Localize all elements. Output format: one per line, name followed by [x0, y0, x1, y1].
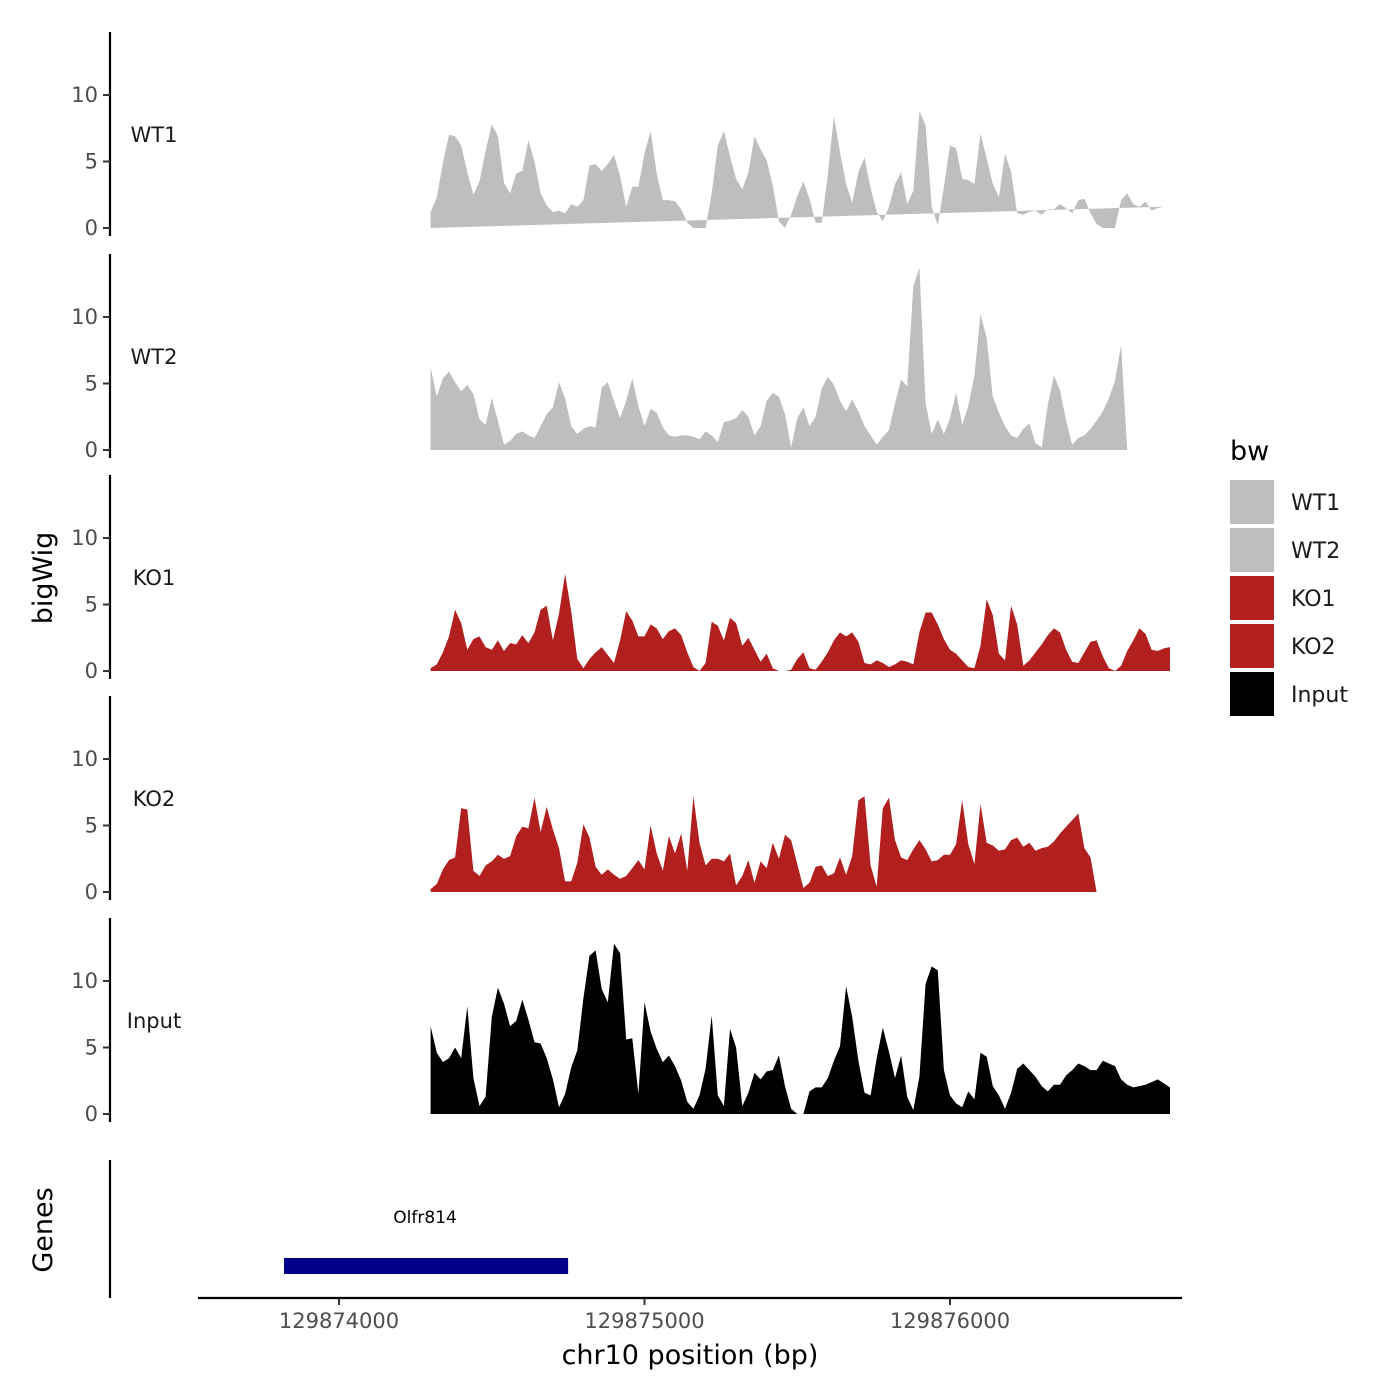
signal-area-wt2 [430, 267, 1171, 450]
track-name-label: Input [127, 1009, 181, 1033]
track-name-label: KO1 [133, 566, 176, 590]
signal-area-ko2 [430, 796, 1171, 892]
y-tick-label: 10 [71, 747, 98, 771]
y-tick-label: 10 [71, 526, 98, 550]
legend-swatch-input [1230, 672, 1274, 716]
y-tick-label: 5 [85, 593, 98, 617]
x-axis: 129874000 129875000 129876000 [198, 1296, 1182, 1333]
y-tick-label: 0 [85, 216, 98, 240]
track-panels: 0 5 10 WT1 0 5 10 WT2 0 5 10 KO1 0 5 10 KO2 0 5 10 Input [71, 32, 1171, 1126]
legend-label-input: Input [1291, 683, 1348, 708]
track-input: 0 5 10 Input [71, 918, 1171, 1126]
track-wt1: 0 5 10 WT1 [71, 32, 1164, 240]
y-tick-label: 5 [85, 1036, 98, 1060]
y-tick-label: 0 [85, 1102, 98, 1126]
signal-area-input [430, 943, 1171, 1114]
x-axis-title: chr10 position (bp) [562, 1340, 819, 1371]
track-ko1: 0 5 10 KO1 [71, 475, 1171, 683]
legend-label-ko1: KO1 [1291, 587, 1336, 612]
y-tick-label: 5 [85, 150, 98, 174]
legend: bw WT1 WT2 KO1 KO2 Input [1230, 436, 1348, 716]
gene-label: Olfr814 [393, 1208, 457, 1228]
genes-panel: Olfr814 [108, 1160, 569, 1298]
signal-area-wt1 [430, 111, 1164, 228]
track-wt2: 0 5 10 WT2 [71, 254, 1171, 462]
track-name-label: WT2 [131, 345, 178, 369]
y-tick-label: 0 [85, 438, 98, 462]
legend-title: bw [1230, 436, 1269, 467]
x-tick-label: 129875000 [584, 1309, 704, 1333]
legend-label-wt1: WT1 [1291, 491, 1340, 516]
gene-bar [284, 1258, 569, 1274]
y-tick-label: 0 [85, 880, 98, 904]
track-name-label: KO2 [133, 787, 176, 811]
y-tick-label: 5 [85, 814, 98, 838]
legend-label-wt2: WT2 [1291, 539, 1340, 564]
y-tick-label: 10 [71, 83, 98, 107]
signal-area-ko1 [430, 573, 1171, 671]
legend-swatch-wt2 [1230, 528, 1274, 572]
x-tick-label: 129874000 [279, 1309, 399, 1333]
track-ko2: 0 5 10 KO2 [71, 696, 1171, 904]
y-axis-title: bigWig [28, 532, 59, 625]
legend-swatch-ko2 [1230, 624, 1274, 668]
genes-axis-title: Genes [28, 1187, 59, 1272]
y-tick-label: 10 [71, 305, 98, 329]
track-name-label: WT1 [131, 123, 178, 147]
legend-swatch-ko1 [1230, 576, 1274, 620]
y-tick-label: 10 [71, 969, 98, 993]
legend-swatch-wt1 [1230, 480, 1274, 524]
legend-label-ko2: KO2 [1291, 635, 1336, 660]
y-tick-label: 0 [85, 659, 98, 683]
y-tick-label: 5 [85, 372, 98, 396]
x-tick-label: 129876000 [890, 1309, 1010, 1333]
